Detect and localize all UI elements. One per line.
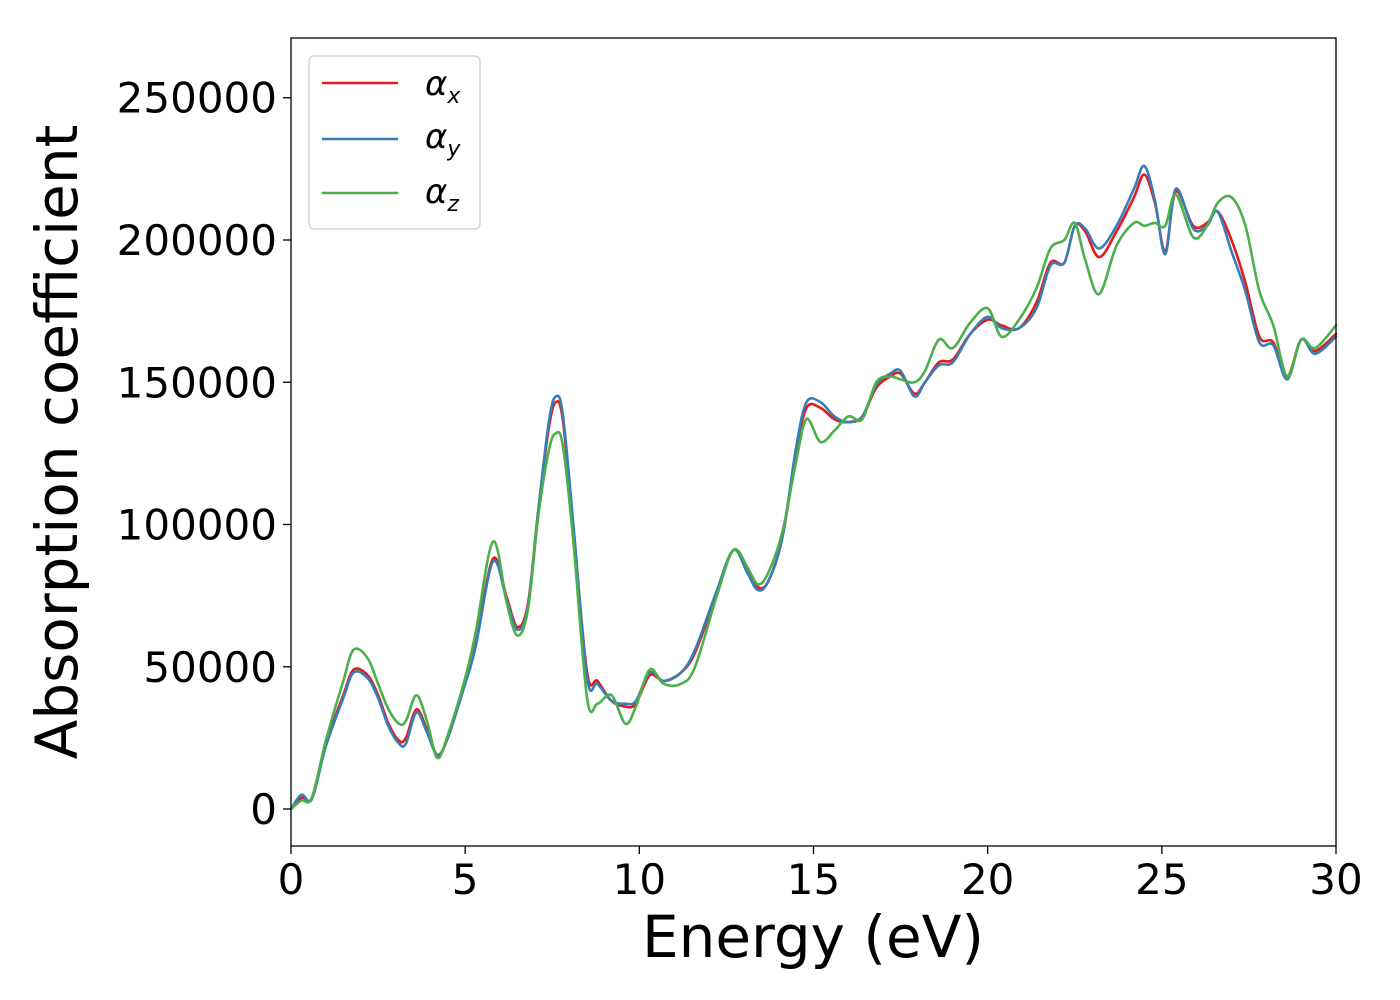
y-tick-label: 200000 — [117, 216, 277, 265]
x-tick-label: 30 — [1309, 855, 1362, 904]
series-lines — [289, 164, 1338, 811]
x-tick-label: 20 — [961, 855, 1014, 904]
legend: αx αy αz — [308, 55, 481, 230]
legend-label-y: αy — [425, 117, 461, 162]
legend-box — [308, 55, 481, 230]
series-line-z — [289, 193, 1338, 811]
x-tick-label: 5 — [452, 855, 479, 904]
x-axis-ticks: 0 5 10 15 20 25 30 — [278, 846, 1363, 904]
x-tick-label: 0 — [278, 855, 305, 904]
y-tick-label: 50000 — [143, 643, 277, 692]
x-axis-label: Energy (eV) — [642, 903, 984, 971]
y-tick-label: 150000 — [117, 358, 277, 407]
legend-label-x: αx — [425, 64, 461, 109]
y-axis-label: Absorption coefficient — [23, 125, 91, 760]
y-tick-label: 250000 — [117, 74, 277, 123]
x-tick-label: 10 — [613, 855, 666, 904]
y-tick-label: 0 — [250, 785, 277, 834]
y-tick-label: 100000 — [117, 501, 277, 550]
y-axis-ticks: 0 50000 100000 150000 200000 250000 — [117, 74, 291, 834]
legend-label-z: αz — [425, 172, 459, 217]
x-tick-label: 25 — [1135, 855, 1188, 904]
x-tick-label: 15 — [787, 855, 840, 904]
